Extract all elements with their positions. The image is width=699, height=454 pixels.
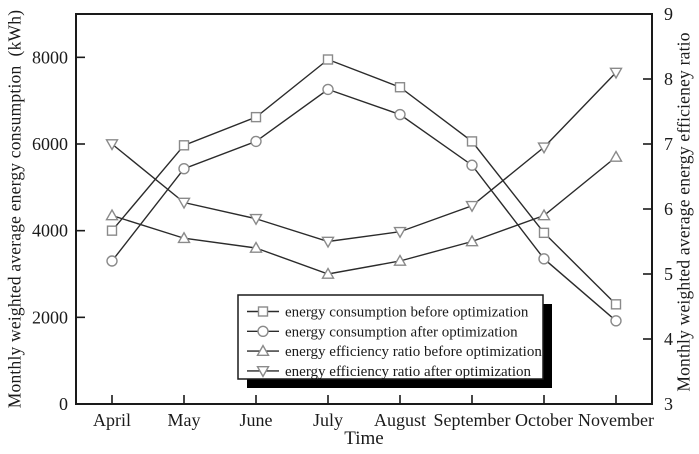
left-axis-tick-label: 6000 (32, 134, 68, 154)
legend-label: energy consumption before optimization (285, 305, 529, 321)
x-axis-month-label: August (374, 410, 426, 430)
series-square-marker (250, 111, 262, 123)
series-triangle-down-marker (465, 200, 479, 213)
series-triangle-down-marker (609, 67, 623, 80)
right-axis-tick-label: 6 (664, 199, 673, 219)
series-square-marker (106, 225, 118, 236)
x-axis-month-label: October (515, 410, 573, 430)
series-square-marker (394, 82, 406, 93)
series-circle-marker (178, 162, 190, 175)
legend-triangle-down-marker (256, 366, 270, 378)
series-circle-marker (538, 253, 550, 265)
series-triangle-up-marker (177, 231, 191, 244)
left-axis-tick-label: 0 (59, 394, 68, 414)
x-axis-month-label: June (240, 410, 273, 430)
series-triangle-up-marker (609, 150, 623, 162)
series-triangle-down-marker (537, 142, 551, 155)
x-axis-month-label: April (93, 410, 131, 430)
right-axis-title: Monthly weighted average energy efficien… (673, 32, 694, 392)
series-square-marker (178, 140, 190, 151)
series-circle-marker (466, 159, 478, 171)
x-axis-month-label: May (168, 410, 201, 430)
right-axis-tick-label: 5 (664, 264, 673, 284)
series-square-marker (466, 136, 478, 147)
series-triangle-down-marker (321, 236, 335, 249)
left-axis-tick-label: 2000 (32, 307, 68, 327)
legend-label: energy efficiency ratio after optimizati… (285, 364, 532, 380)
right-axis-tick-label: 8 (664, 69, 673, 89)
right-axis-tick-label: 7 (664, 134, 673, 154)
series-triangle-up-marker (393, 254, 407, 266)
x-axis-month-label: July (313, 410, 343, 430)
series-triangle-down-marker (105, 139, 119, 151)
legend-box (237, 294, 544, 380)
left-axis-tick-label: 8000 (32, 47, 68, 67)
series-square-marker (610, 299, 622, 310)
series-triangle-down-marker (393, 226, 407, 239)
series-circle-marker (250, 135, 262, 148)
x-axis-title: Time (344, 428, 384, 449)
plot-frame (75, 13, 653, 405)
series-circle-marker (394, 108, 406, 121)
series-triangle-up-marker (465, 234, 479, 247)
legend-triangle-up-marker (256, 344, 270, 356)
series-line-triangle-down (111, 72, 617, 243)
left-axis-title: Monthly weighted average energy consumpt… (4, 9, 25, 409)
series-triangle-down-marker (249, 213, 263, 226)
x-axis-month-label: November (578, 410, 654, 430)
legend-label: energy consumption after optimization (285, 324, 518, 340)
legend-label: energy efficiency ratio before optimizat… (285, 344, 542, 360)
right-axis-tick-label: 9 (664, 4, 673, 24)
right-axis-tick-label: 3 (664, 394, 673, 414)
series-square-marker (322, 54, 334, 65)
series-line-circle (111, 88, 617, 322)
legend-square-marker (257, 306, 269, 317)
legend-circle-marker (257, 325, 269, 337)
series-square-marker (538, 227, 550, 239)
series-line-square (111, 58, 617, 305)
series-triangle-down-marker (177, 197, 191, 210)
series-triangle-up-marker (249, 241, 263, 253)
series-triangle-up-marker (321, 267, 335, 279)
series-line-triangle-up (111, 156, 617, 275)
left-axis-tick-label: 4000 (32, 221, 68, 241)
right-axis-tick-label: 4 (664, 329, 673, 349)
series-triangle-up-marker (105, 208, 119, 221)
series-circle-marker (322, 83, 334, 96)
series-triangle-up-marker (537, 208, 551, 221)
series-circle-marker (106, 255, 118, 267)
x-axis-month-label: September (434, 410, 511, 430)
series-circle-marker (610, 315, 622, 327)
